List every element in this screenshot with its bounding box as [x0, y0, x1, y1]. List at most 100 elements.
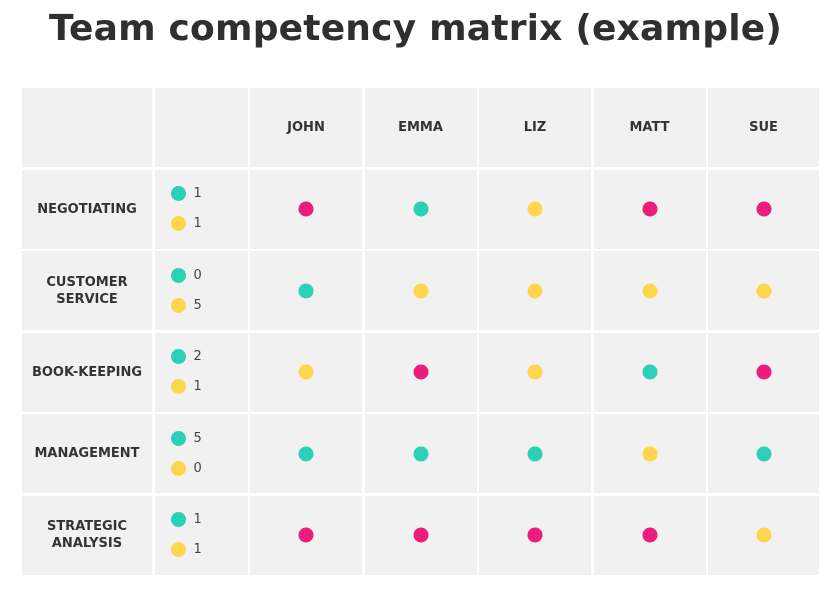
rating-cell — [479, 495, 591, 575]
rating-dot-teal — [298, 283, 314, 298]
teal-count: 2 — [193, 349, 202, 364]
rating-dot-yellow — [756, 283, 771, 298]
rating-cell — [593, 495, 706, 575]
rating-cell — [364, 414, 477, 493]
rating-dot-teal — [527, 446, 543, 461]
rating-cell — [593, 332, 706, 412]
rating-cell — [364, 251, 477, 330]
teal-legend-dot — [170, 430, 186, 446]
rating-dot-teal — [413, 201, 428, 217]
rating-dot-pink — [413, 527, 428, 543]
yellow-count: 1 — [193, 216, 202, 231]
teal-legend-dot — [170, 267, 186, 283]
column-header-john: JOHN — [250, 88, 362, 167]
rating-cell — [364, 169, 477, 249]
rating-cell — [479, 414, 591, 493]
rating-dot-pink — [756, 364, 771, 380]
yellow-legend-dot — [170, 460, 186, 476]
rating-dot-teal — [298, 446, 314, 461]
rating-cell — [479, 169, 591, 249]
rating-dot-yellow — [642, 446, 657, 461]
rating-dot-teal — [756, 446, 771, 461]
rating-dot-pink — [413, 364, 428, 380]
rating-cell — [250, 414, 362, 493]
teal-count-line: 1 — [170, 512, 202, 528]
teal-count: 0 — [193, 267, 202, 283]
column-header-sue: SUE — [708, 88, 819, 167]
rating-cell — [479, 332, 591, 412]
teal-legend-dot — [170, 349, 186, 364]
rating-cell — [708, 414, 819, 493]
column-header-emma: EMMA — [364, 88, 477, 167]
rating-cell — [593, 169, 706, 249]
yellow-count-line: 0 — [170, 460, 202, 476]
yellow-legend-dot — [170, 379, 186, 394]
rating-dot-pink — [298, 201, 314, 217]
teal-count: 1 — [193, 186, 202, 201]
rating-cell — [250, 169, 362, 249]
summary-header-cell — [154, 88, 248, 167]
teal-legend-dot — [170, 186, 186, 201]
teal-count-line: 2 — [170, 349, 202, 365]
rating-cell — [708, 169, 819, 249]
yellow-count-line: 1 — [170, 542, 202, 558]
column-header-liz: LIZ — [479, 88, 591, 167]
column-header-matt: MATT — [593, 88, 706, 167]
rating-cell — [708, 251, 819, 330]
rating-dot-yellow — [527, 201, 543, 217]
yellow-legend-dot — [170, 216, 186, 231]
rating-cell — [250, 495, 362, 575]
rating-cell — [593, 251, 706, 330]
teal-count-line: 1 — [170, 186, 202, 202]
rating-dot-pink — [756, 201, 771, 217]
yellow-count-line: 1 — [170, 379, 202, 395]
rating-cell — [479, 251, 591, 330]
rating-cell — [708, 495, 819, 575]
yellow-legend-dot — [170, 542, 186, 557]
row-label: MANAGEMENT — [22, 414, 152, 493]
corner-cell — [22, 88, 152, 167]
teal-legend-dot — [170, 512, 186, 527]
rating-cell — [364, 495, 477, 575]
teal-count-line: 0 — [170, 267, 202, 283]
rating-dot-yellow — [527, 364, 543, 380]
rating-dot-yellow — [413, 283, 428, 298]
rating-cell — [250, 251, 362, 330]
rating-cell — [593, 414, 706, 493]
row-label: NEGOTIATING — [22, 169, 152, 249]
yellow-count: 1 — [193, 542, 202, 557]
yellow-count: 1 — [193, 379, 202, 394]
rating-cell — [364, 332, 477, 412]
teal-count-line: 5 — [170, 430, 202, 446]
rating-dot-pink — [642, 527, 657, 543]
teal-count: 5 — [193, 430, 202, 446]
rating-dot-pink — [527, 527, 543, 543]
yellow-count: 5 — [193, 297, 202, 313]
yellow-count-line: 5 — [170, 297, 202, 313]
teal-count: 1 — [193, 512, 202, 527]
rating-dot-teal — [413, 446, 428, 461]
rating-dot-yellow — [756, 527, 771, 543]
rating-dot-pink — [298, 527, 314, 543]
row-label: STRATEGIC ANALYSIS — [22, 495, 152, 575]
rating-dot-yellow — [298, 364, 314, 380]
row-label: BOOK-KEEPING — [22, 332, 152, 412]
rating-dot-teal — [642, 364, 657, 380]
rating-dot-yellow — [642, 283, 657, 298]
rating-dot-pink — [642, 201, 657, 217]
yellow-count-line: 1 — [170, 216, 202, 232]
yellow-legend-dot — [170, 297, 186, 313]
row-label: CUSTOMER SERVICE — [22, 251, 152, 330]
rating-dot-yellow — [527, 283, 543, 298]
rating-cell — [708, 332, 819, 412]
